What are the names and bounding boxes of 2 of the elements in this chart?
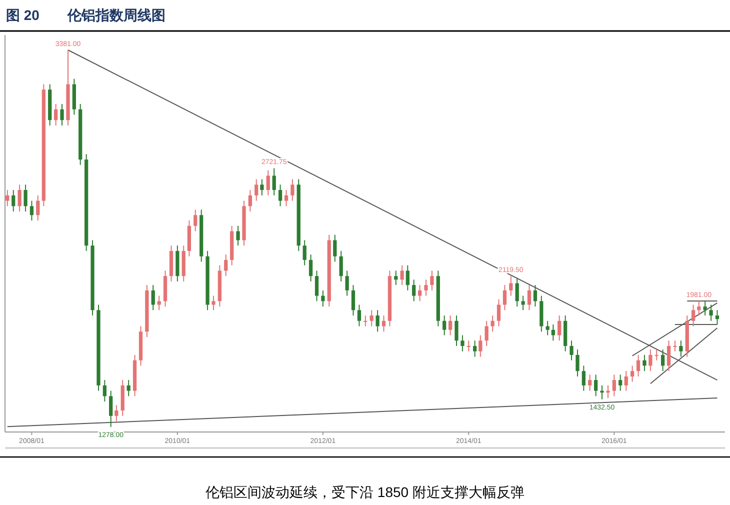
- chart-title: 图 20 伦铝指数周线图: [6, 7, 166, 23]
- text: 伦铝区间波动延续，受下沿 1850 附近支撑大幅反弹: [206, 484, 524, 500]
